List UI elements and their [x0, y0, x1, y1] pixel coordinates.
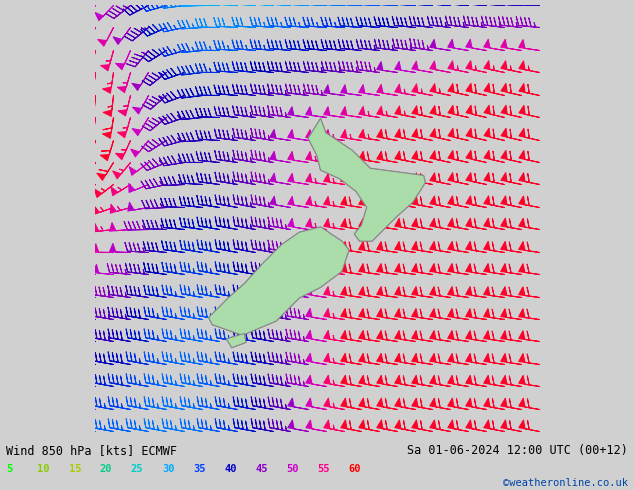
- Text: 55: 55: [318, 465, 330, 474]
- Text: 25: 25: [131, 465, 143, 474]
- Polygon shape: [209, 227, 349, 335]
- Text: 15: 15: [68, 465, 81, 474]
- Polygon shape: [308, 119, 425, 241]
- Text: Sa 01-06-2024 12:00 UTC (00+12): Sa 01-06-2024 12:00 UTC (00+12): [407, 443, 628, 457]
- Text: 40: 40: [224, 465, 236, 474]
- Text: ©weatheronline.co.uk: ©weatheronline.co.uk: [503, 478, 628, 488]
- Polygon shape: [209, 227, 349, 335]
- Text: 50: 50: [287, 465, 299, 474]
- Polygon shape: [308, 119, 425, 241]
- Text: 5: 5: [6, 465, 13, 474]
- Polygon shape: [226, 334, 246, 348]
- Text: 35: 35: [193, 465, 205, 474]
- Polygon shape: [226, 334, 246, 348]
- Text: 60: 60: [349, 465, 361, 474]
- Text: 10: 10: [37, 465, 50, 474]
- Text: Wind 850 hPa [kts] ECMWF: Wind 850 hPa [kts] ECMWF: [6, 443, 178, 457]
- Text: 30: 30: [162, 465, 174, 474]
- Text: 45: 45: [256, 465, 268, 474]
- Text: 20: 20: [100, 465, 112, 474]
